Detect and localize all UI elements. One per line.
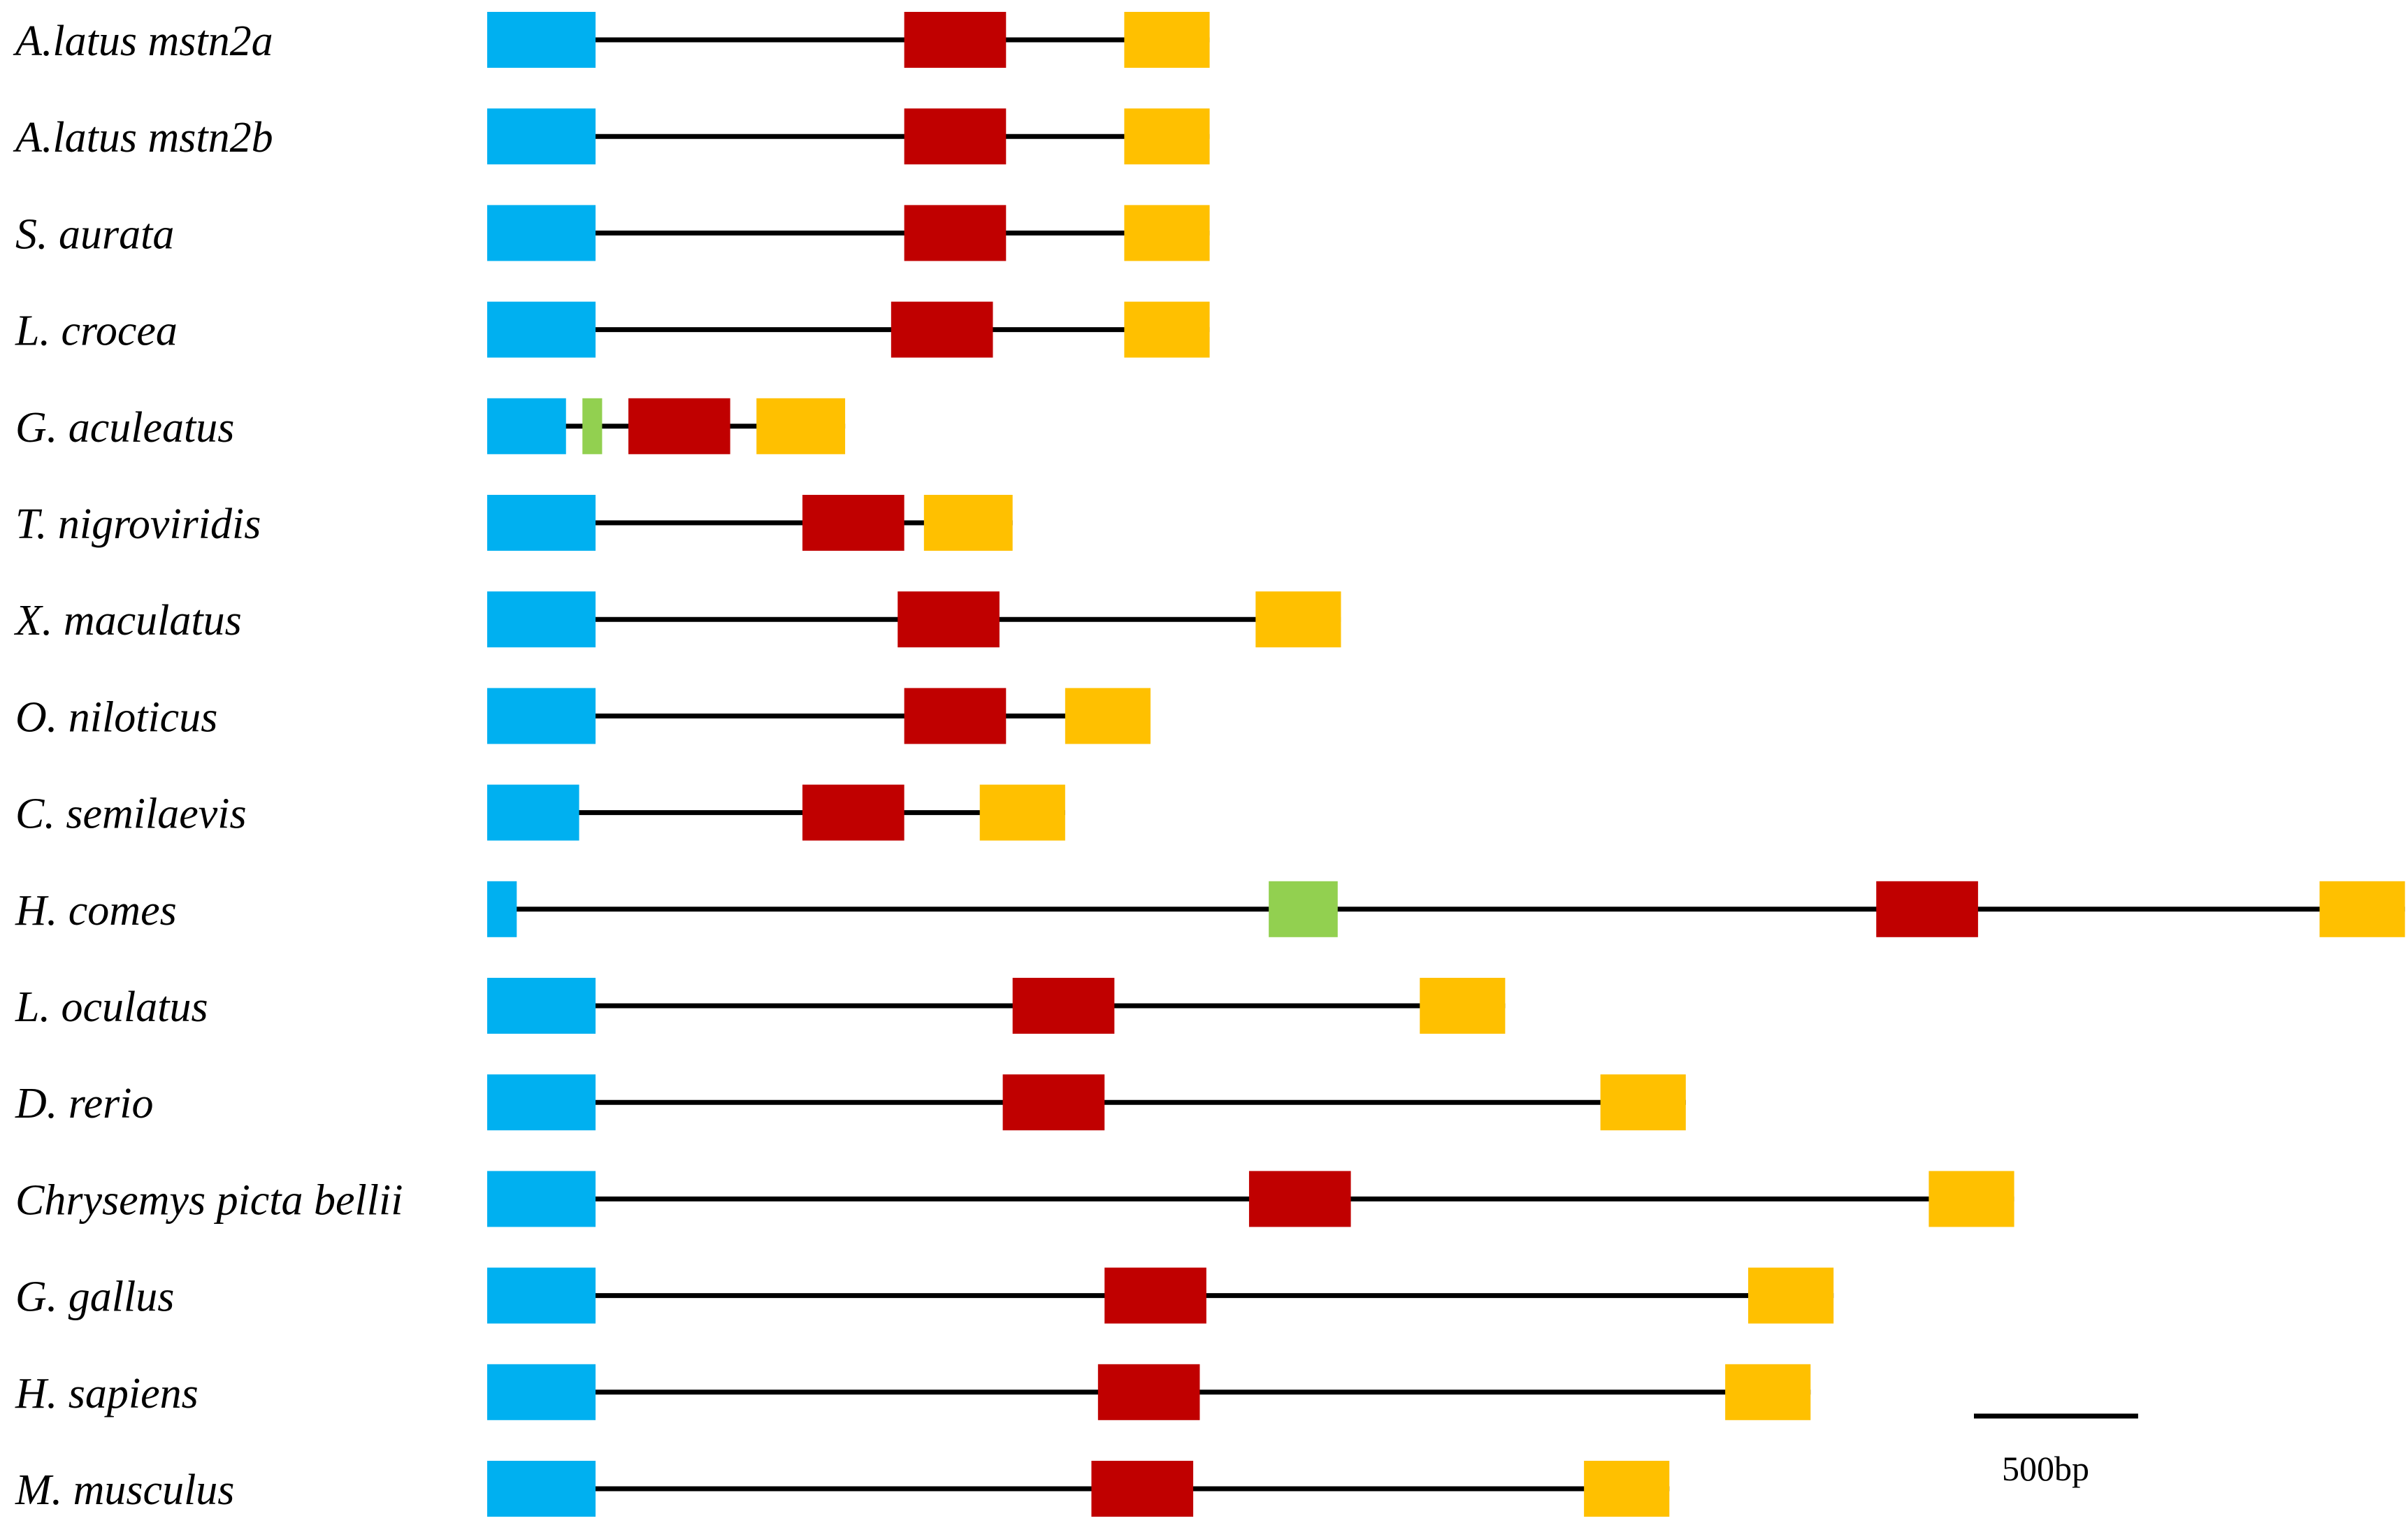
gene-row: T. nigroviridis [15,495,1013,551]
exon3-box [1928,1171,2014,1227]
exon3-box [923,495,1013,551]
exon1-box [487,978,596,1034]
gene-row: D. rerio [15,1074,1686,1131]
exon3-box [756,398,846,454]
exon2-box [904,205,1007,261]
species-label: Chrysemys picta bellii [15,1176,403,1224]
species-label: H. sapiens [15,1370,199,1417]
exon2-box [1012,978,1115,1034]
gene-row: M. musculus [15,1461,1670,1517]
exon3-box [1124,205,1210,261]
exon3-box [1420,978,1506,1034]
exon2-box [1876,881,1978,937]
species-label: L. crocea [15,308,178,355]
exon2-box [802,495,904,551]
exon1-box [487,1074,596,1131]
exon_extra-box [1269,881,1338,937]
exon2-box [904,12,1007,68]
gene-row: A.latus mstn2a [13,12,1210,68]
exon3-box [1725,1364,1811,1420]
exon2-box [1097,1364,1200,1420]
gene-row: H. comes [15,881,2405,937]
gene-row: A.latus mstn2b [13,108,1210,165]
exon1-box [487,1171,596,1227]
species-label: A.latus mstn2a [13,17,273,65]
species-label: D. rerio [15,1080,153,1127]
scale-bar: 500bp [1974,1413,2138,1488]
species-label: G. gallus [15,1273,174,1321]
exon3-box [1600,1074,1686,1131]
exon3-box [1124,12,1210,68]
exon2-box [1091,1461,1194,1517]
exon1-box [487,12,596,68]
gene-row: G. gallus [15,1267,1834,1324]
exon1-box [487,108,596,165]
exon2-box [897,591,1000,648]
exon1-box [487,784,579,841]
species-label: C. semilaevis [15,791,247,838]
exon3-box [1124,108,1210,165]
exon3-box [979,784,1065,841]
gene-row: O. niloticus [15,688,1151,744]
exon_extra-box [582,398,603,454]
gene-row: C. semilaevis [15,784,1065,841]
exon3-box [1584,1461,1670,1517]
exon3-box [1124,301,1210,358]
exon2-box [1104,1267,1206,1324]
gene-row: S. aurata [15,205,1210,261]
exon1-box [487,398,566,454]
exon1-box [487,495,596,551]
species-label: A.latus mstn2b [13,114,273,161]
gene-rows: A.latus mstn2a A.latus mstn2b S. aurata L. … [13,12,2405,1517]
exon1-box [487,1364,596,1420]
species-label: G. aculeatus [15,404,234,452]
exon1-box [487,205,596,261]
gene-row: Chrysemys picta bellii [15,1171,2014,1227]
exon3-box [1065,688,1151,744]
exon2-box [904,108,1007,165]
exon3-box [1748,1267,1834,1324]
exon1-box [487,591,596,648]
exon1-box [487,1267,596,1324]
gene-row: H. sapiens [15,1364,1811,1420]
gene-row: L. crocea [15,301,1210,358]
exon2-box [802,784,904,841]
exon2-box [628,398,730,454]
exon3-box [2319,881,2405,937]
exon3-box [1255,591,1341,648]
species-label: O. niloticus [15,693,217,741]
species-label: L. oculatus [15,983,208,1031]
gene-row: G. aculeatus [15,398,846,454]
exon1-box [487,688,596,744]
exon2-box [1002,1074,1105,1131]
species-label: S. aurata [15,210,174,258]
exon1-box [487,301,596,358]
scale-bar-label: 500bp [2002,1449,2089,1488]
exon2-box [904,688,1007,744]
species-label: T. nigroviridis [15,500,261,548]
species-label: X. maculatus [13,597,242,644]
species-label: H. comes [15,887,177,934]
gene-row: X. maculatus [13,591,1341,648]
gene-row: L. oculatus [15,978,1506,1034]
exon2-box [891,301,993,358]
exon1-box [487,1461,596,1517]
exon2-box [1248,1171,1351,1227]
species-label: M. musculus [15,1466,234,1514]
exon1-box [487,881,517,937]
